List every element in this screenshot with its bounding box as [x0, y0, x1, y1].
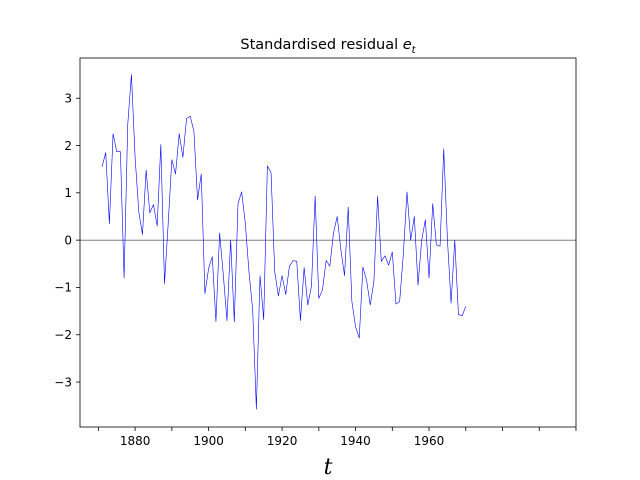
y-axis-ticks: −3 −2 −1 0 1 2 3 — [54, 92, 80, 389]
series-layer — [101, 74, 467, 410]
chart-title: Standardised residual et — [240, 37, 416, 56]
x-tick-label: 1920 — [267, 434, 298, 448]
x-axis-ticks: 1880 1900 1920 1940 1960 — [97, 427, 577, 448]
y-tick-label: 1 — [64, 186, 72, 200]
chart-title-variable: e — [403, 37, 412, 53]
y-tick-label: −3 — [54, 375, 72, 389]
x-tick-label: 1960 — [414, 434, 445, 448]
series-line-0 — [101, 74, 467, 410]
y-tick-label: 0 — [64, 233, 72, 247]
y-tick-label: 2 — [64, 139, 72, 153]
plot-area-frame — [79, 57, 577, 428]
y-tick-label: −1 — [54, 281, 72, 295]
x-axis-label: t — [324, 455, 333, 480]
chart-title-text: Standardised residual — [240, 37, 402, 53]
chart-title-subscript: t — [412, 45, 417, 56]
x-tick-label: 1940 — [340, 434, 371, 448]
x-tick-label: 1900 — [193, 434, 224, 448]
x-tick-label: 1880 — [120, 434, 151, 448]
y-tick-label: −2 — [54, 328, 72, 342]
y-tick-label: 3 — [64, 92, 72, 106]
